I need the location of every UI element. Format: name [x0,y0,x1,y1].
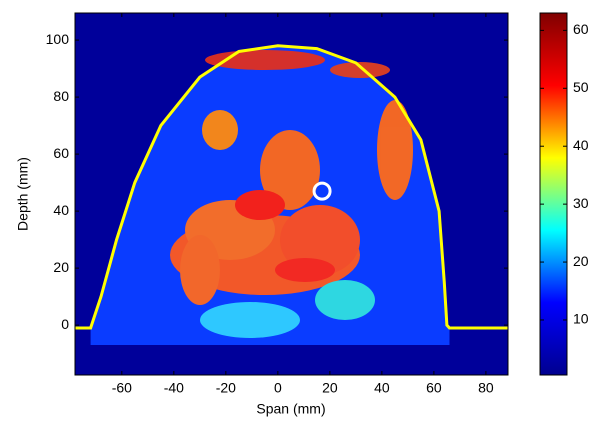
x-axis-label: Span (mm) [256,401,325,417]
y-tick-label: 40 [53,202,69,218]
colorbar-tick-label: 40 [573,137,589,153]
y-tick-label: 80 [53,88,69,104]
x-tick-label: 0 [274,380,282,396]
x-tick-label: 60 [426,380,442,396]
intensity-blobs [170,50,413,338]
x-tick-label: -40 [164,380,184,396]
y-tick-label: 20 [53,259,69,275]
plot-frame [74,12,509,376]
marker-circle [312,181,332,201]
colorbar-tick-label: 60 [573,21,589,37]
y-tick-label: 100 [46,31,70,47]
x-tick-label: 40 [374,380,390,396]
y-tick-label: 0 [61,316,69,332]
x-tick-label: -60 [112,380,132,396]
x-tick-label: 80 [478,380,494,396]
y-tick-label: 60 [53,145,69,161]
colorbar-tick-label: 50 [573,79,589,95]
colorbar-tick-label: 10 [573,311,589,327]
colorbar [539,12,568,376]
boundary-line [75,44,508,330]
colorbar-tick-label: 20 [573,253,589,269]
x-tick-label: 20 [322,380,338,396]
x-tick-label: -20 [216,380,236,396]
colorbar-tick-label: 30 [573,195,589,211]
y-axis-label: Depth (mm) [15,157,31,231]
